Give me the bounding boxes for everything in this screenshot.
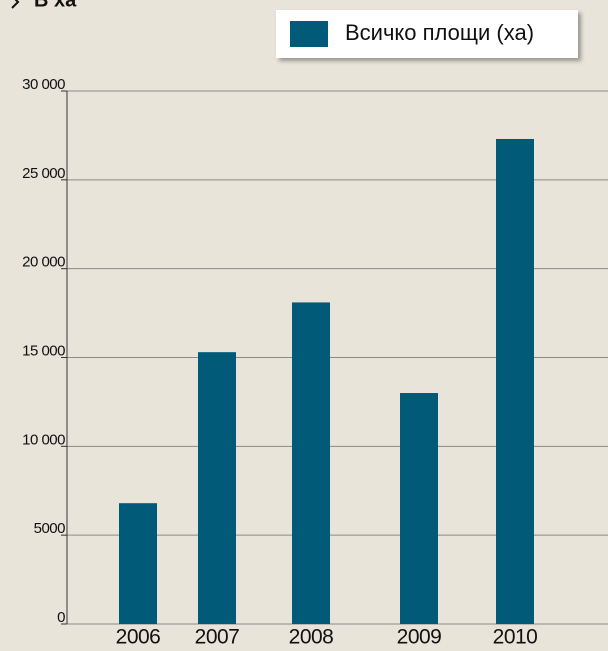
y-tick-label: 10 000 xyxy=(22,431,65,448)
legend-label: Всичко площи (ха) xyxy=(345,20,534,45)
bar xyxy=(198,352,236,624)
x-tick-label: 2009 xyxy=(397,626,442,649)
x-tick-label: 2010 xyxy=(493,626,538,649)
bar xyxy=(292,302,330,624)
bar xyxy=(400,393,438,624)
unit-label: В ха xyxy=(34,0,77,11)
legend-swatch xyxy=(290,21,328,47)
x-tick-label: 2006 xyxy=(116,626,161,649)
y-tick-label: 5000 xyxy=(34,520,66,537)
y-tick-label: 30 000 xyxy=(22,76,65,93)
y-tick-label: 25 000 xyxy=(22,165,65,182)
y-tick-label: 0 xyxy=(57,609,65,626)
y-tick-label: 20 000 xyxy=(22,254,65,271)
bar xyxy=(496,138,534,624)
arrow-icon xyxy=(11,0,20,9)
x-tick-label: 2007 xyxy=(195,626,240,649)
x-tick-label: 2008 xyxy=(289,626,334,649)
bar xyxy=(119,503,157,624)
y-tick-label: 15 000 xyxy=(22,342,65,359)
